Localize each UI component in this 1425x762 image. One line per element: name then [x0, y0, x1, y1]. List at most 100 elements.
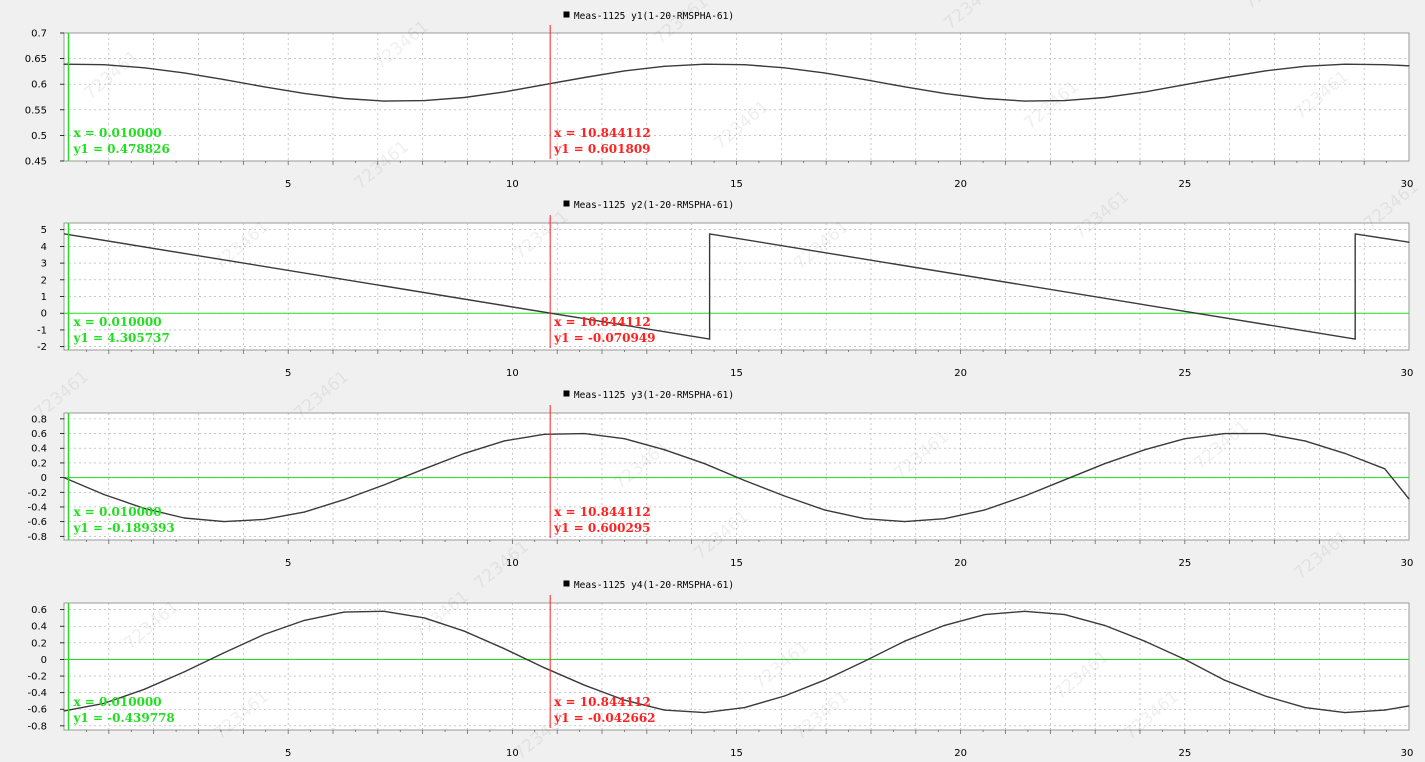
y-tick-label: 5 [41, 225, 47, 236]
data-point [583, 76, 586, 79]
data-point [543, 84, 545, 86]
x-tick-label: 25 [1178, 368, 1191, 379]
data-point [743, 479, 746, 482]
data-point [63, 233, 66, 235]
x-tick-label: 10 [506, 368, 519, 379]
data-point [423, 617, 426, 619]
x-tick-label: 15 [730, 558, 743, 569]
legend-marker [563, 11, 570, 18]
data-point [1264, 695, 1266, 697]
data-point [63, 63, 65, 65]
x-tick-label: 5 [285, 558, 291, 569]
y-tick-label: 0.65 [25, 54, 47, 65]
cursor-left-y-readout: y1 = -0.189393 [72, 521, 174, 535]
x-tick-label: 25 [1178, 558, 1191, 569]
plot-area[interactable] [63, 602, 1410, 731]
cursor-left-x-readout: x = 0.010000 [73, 695, 161, 709]
y-tick-label: -0.4 [27, 688, 47, 699]
chart-panel-3: Meas-1125 y3(1-20-RMSPHA-61) 0.8 0.6 0.4 0.2… [27, 390, 1413, 569]
y-tick-label: 0.7 [31, 29, 47, 40]
data-point [503, 440, 505, 442]
y-tick-label: 0 [41, 655, 47, 666]
data-point [463, 452, 465, 454]
data-point [1184, 658, 1186, 661]
data-point [223, 78, 225, 81]
data-point [1224, 76, 1226, 79]
y-tick-label: -2 [37, 342, 47, 353]
data-point [783, 695, 786, 697]
y-tick-label: 0.55 [25, 105, 47, 116]
data-point [823, 509, 825, 511]
data-point [943, 92, 946, 95]
data-point [1304, 706, 1306, 709]
data-point [1064, 479, 1066, 481]
data-point [343, 611, 345, 613]
data-point [1103, 96, 1106, 99]
data-point [1304, 65, 1306, 67]
plot-area[interactable] [63, 222, 1410, 351]
data-point [183, 671, 185, 673]
data-point [1144, 91, 1146, 93]
data-point [984, 97, 986, 100]
data-point [543, 667, 545, 669]
data-point [743, 706, 746, 709]
y-tick-label: 0.6 [31, 80, 47, 91]
data-point [623, 70, 626, 72]
chart-title: Meas-1125 y3(1-20-RMSPHA-61) [574, 390, 734, 401]
data-point [623, 699, 626, 701]
data-point [1354, 233, 1356, 235]
y-tick-label: 0.5 [31, 131, 47, 142]
cursor-right-x-readout: x = 10.844112 [554, 505, 651, 519]
y-tick-label: 0.45 [25, 157, 47, 168]
data-point [663, 65, 665, 67]
chart-panel-4: Meas-1125 y4(1-20-RMSPHA-61) 0.6 0.4 0.2 0 -0… [27, 580, 1413, 759]
y-tick-label: 0.2 [31, 638, 47, 649]
data-point [103, 702, 105, 705]
y-tick-label: 0 [41, 473, 47, 484]
data-point [864, 518, 866, 520]
data-point [303, 511, 305, 513]
x-tick-label: 10 [506, 179, 519, 190]
x-tick-label: 25 [1178, 179, 1191, 190]
data-point [943, 624, 946, 627]
data-point [1224, 679, 1226, 681]
data-point [383, 484, 385, 486]
data-point [383, 610, 385, 612]
y-tick-label: 0.4 [31, 622, 47, 633]
cursor-left-y-readout: y1 = 4.305737 [72, 331, 169, 345]
data-point [1408, 241, 1410, 243]
data-point [1103, 624, 1106, 627]
cursor-right-y-readout: y1 = 0.600295 [553, 521, 650, 535]
y-tick-label: 0.4 [31, 444, 47, 455]
data-point [1408, 498, 1410, 500]
y-tick-label: 0.6 [31, 429, 47, 440]
x-tick-label: 5 [285, 748, 291, 759]
series-line-1 [64, 233, 1410, 340]
data-point [463, 630, 465, 632]
y-tick-label: 2 [41, 275, 47, 286]
y-tick-label: 4 [41, 242, 47, 253]
data-point [743, 64, 746, 66]
data-point [263, 518, 265, 521]
data-point [663, 449, 665, 451]
x-tick-label: 15 [730, 368, 743, 379]
x-tick-label: 30 [1401, 748, 1414, 759]
data-point [709, 233, 711, 235]
chart-panel-1: Meas-1125 y1(1-20-RMSPHA-61) 0.7 0.65 0.6 0.… [25, 11, 1414, 190]
data-point [1064, 99, 1066, 102]
y-tick-label: 0.8 [31, 414, 47, 425]
data-point [263, 86, 265, 88]
cursor-left-x-readout: x = 0.010000 [73, 315, 161, 329]
data-point [223, 652, 225, 654]
data-point [864, 660, 866, 662]
legend-marker [563, 390, 570, 397]
x-tick-label: 30 [1401, 368, 1414, 379]
data-point [1408, 705, 1410, 707]
data-point [984, 509, 986, 511]
x-tick-label: 15 [730, 179, 743, 190]
data-point [63, 710, 65, 712]
cursor-right-y-readout: y1 = -0.070949 [553, 331, 655, 345]
data-point [343, 97, 345, 100]
data-point [183, 72, 185, 74]
